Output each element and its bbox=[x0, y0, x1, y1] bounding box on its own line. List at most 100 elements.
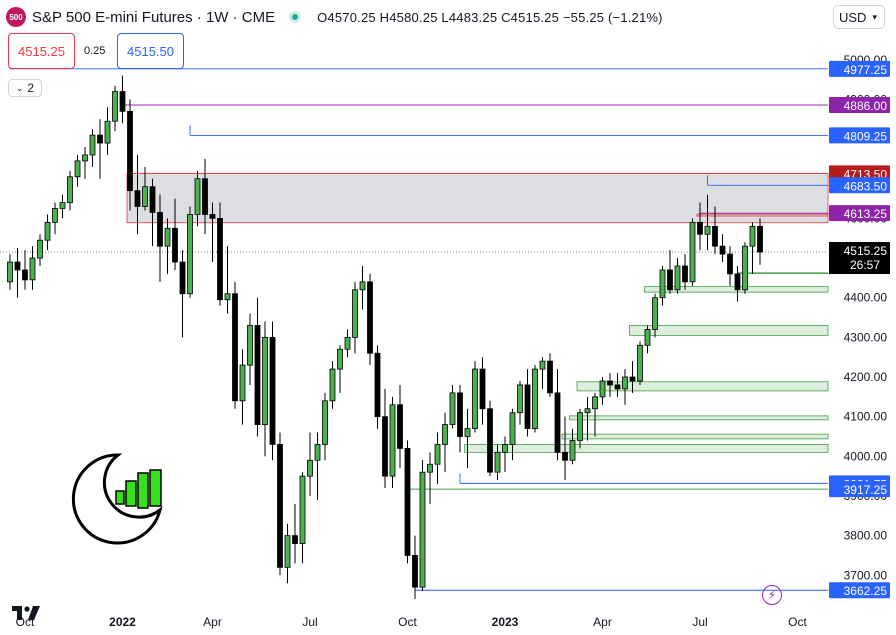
spread-value: 0.25 bbox=[84, 45, 106, 57]
symbol-logo[interactable]: 500 bbox=[6, 7, 26, 27]
candle-up bbox=[434, 444, 441, 465]
candle-up bbox=[52, 208, 58, 223]
candle-down bbox=[22, 269, 28, 281]
tradingview-logo-icon[interactable] bbox=[12, 605, 44, 621]
candle-down bbox=[682, 265, 688, 283]
candle-down bbox=[209, 214, 216, 219]
candle-down bbox=[412, 555, 418, 588]
candle-down bbox=[202, 178, 208, 215]
candle-up bbox=[112, 91, 118, 122]
candle-down bbox=[697, 221, 703, 235]
candle-up bbox=[742, 245, 748, 291]
candle-up bbox=[74, 160, 81, 178]
level-label-bg bbox=[829, 177, 890, 194]
y-tick-label: 4400.00 bbox=[844, 291, 888, 305]
x-tick-label: Jul bbox=[692, 615, 707, 629]
level-label: 3917.25 bbox=[844, 483, 888, 497]
x-tick-label: Oct bbox=[788, 615, 807, 629]
candle-down bbox=[757, 225, 763, 253]
candle-down bbox=[292, 535, 298, 544]
moon-shape bbox=[71, 453, 163, 545]
candle-up bbox=[704, 225, 711, 235]
candle-down bbox=[629, 376, 636, 382]
candle-up bbox=[442, 424, 448, 445]
candle-down bbox=[127, 110, 133, 192]
level-label: 4809.25 bbox=[844, 129, 888, 143]
candle-up bbox=[104, 120, 111, 144]
level-label-bg bbox=[829, 96, 890, 113]
candle-up bbox=[239, 364, 246, 402]
candle-down bbox=[562, 451, 568, 461]
candle-up bbox=[584, 408, 591, 414]
candle-down bbox=[374, 352, 381, 418]
currency-label: USD bbox=[839, 9, 867, 25]
candle-down bbox=[607, 380, 613, 386]
candle-down bbox=[712, 225, 718, 247]
level-label-bg bbox=[829, 582, 890, 599]
candle-up bbox=[314, 444, 321, 461]
chevron-down-icon: ⌄ bbox=[15, 82, 24, 93]
growth-bar bbox=[149, 469, 162, 507]
candle-down bbox=[119, 91, 126, 112]
candle-up bbox=[532, 368, 538, 429]
brand-watermark-icon bbox=[71, 453, 163, 545]
candle-up bbox=[89, 134, 96, 156]
candle-down bbox=[404, 447, 411, 556]
currency-selector[interactable]: USD ▾ bbox=[833, 5, 885, 29]
candle-down bbox=[734, 273, 741, 291]
indicators-toggle[interactable]: ⌄ 2 bbox=[8, 79, 42, 97]
candle-up bbox=[299, 475, 306, 544]
growth-bar bbox=[125, 480, 137, 507]
candle-down bbox=[14, 261, 21, 271]
x-tick-label: Jul bbox=[302, 615, 317, 629]
candle-down bbox=[524, 384, 531, 429]
buy-price: 4515.50 bbox=[127, 43, 174, 59]
candle-up bbox=[187, 214, 193, 295]
candle-down bbox=[667, 269, 673, 291]
candle-up bbox=[44, 221, 51, 241]
candle-down bbox=[179, 261, 186, 295]
candle-up bbox=[329, 368, 336, 402]
x-tick-label: Apr bbox=[593, 615, 612, 629]
symbol-title[interactable]: S&P 500 E-mini Futures · 1W · CME bbox=[32, 8, 276, 26]
candle-down bbox=[97, 134, 103, 144]
candle-up bbox=[689, 221, 696, 283]
candle-down bbox=[217, 218, 223, 301]
candle-down bbox=[367, 281, 373, 354]
candle-down bbox=[254, 325, 261, 425]
level-label: 4977.25 bbox=[844, 63, 888, 77]
candle-up bbox=[449, 392, 456, 425]
candle-down bbox=[157, 212, 163, 247]
candle-up bbox=[659, 269, 666, 299]
candle-up bbox=[599, 380, 606, 398]
y-tick-label: 3700.00 bbox=[844, 568, 888, 582]
candle-up bbox=[622, 376, 628, 390]
sell-price: 4515.25 bbox=[18, 43, 65, 59]
candle-down bbox=[614, 384, 621, 390]
lightning-icon[interactable]: ⚡ bbox=[762, 585, 782, 605]
candle-up bbox=[284, 535, 291, 568]
candle-down bbox=[277, 444, 283, 568]
candle-up bbox=[389, 404, 396, 477]
level-label-bg bbox=[829, 60, 890, 77]
candle-up bbox=[59, 202, 66, 209]
green-zone bbox=[629, 325, 829, 336]
buy-button[interactable]: 4515.50 bbox=[117, 33, 184, 69]
candle-up bbox=[749, 225, 756, 247]
sell-button[interactable]: 4515.25 bbox=[8, 33, 75, 69]
candle-up bbox=[644, 329, 651, 346]
candle-down bbox=[232, 293, 238, 402]
market-status-icon[interactable] bbox=[289, 11, 302, 23]
countdown-label: 26:57 bbox=[850, 258, 880, 272]
candle-up bbox=[494, 451, 501, 473]
level-label: 3662.25 bbox=[844, 584, 888, 598]
indicator-count: 2 bbox=[27, 81, 35, 95]
level-label: 4683.50 bbox=[844, 179, 888, 193]
candle-up bbox=[352, 289, 358, 338]
candle-up bbox=[262, 336, 268, 425]
candle-down bbox=[269, 336, 276, 445]
candle-up bbox=[539, 360, 546, 370]
candle-up bbox=[322, 400, 328, 445]
candle-up bbox=[674, 265, 681, 291]
